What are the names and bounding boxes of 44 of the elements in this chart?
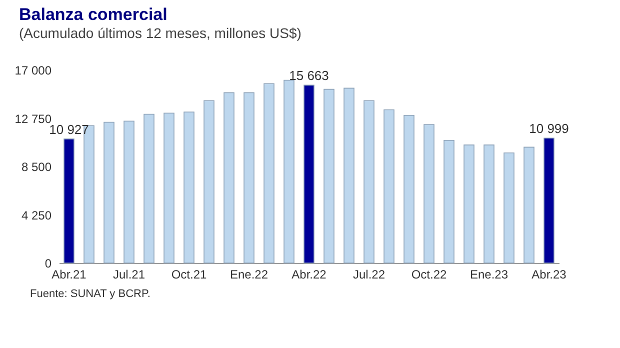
source-note: Fuente: SUNAT y BCRP. — [30, 288, 152, 300]
bar — [364, 100, 374, 264]
data-label: 10 999 — [529, 121, 569, 136]
data-label: 15 663 — [289, 68, 329, 84]
x-tick-label: Ene.22 — [230, 268, 268, 282]
x-tick-label: Ene.23 — [470, 268, 508, 282]
bar — [404, 115, 414, 264]
bar — [164, 112, 174, 264]
y-tick-label: 8 500 — [21, 160, 52, 174]
x-tick-label: Abr.21 — [52, 268, 87, 282]
y-tick-label: 17 000 — [14, 64, 52, 78]
bar — [524, 146, 534, 264]
bar — [244, 92, 254, 264]
y-tick-label: 0 — [44, 256, 52, 270]
bar — [144, 114, 154, 264]
bar — [104, 122, 114, 264]
bar — [544, 138, 554, 264]
x-tick-label: Jul.21 — [112, 268, 146, 282]
x-tick-label: Abr.23 — [532, 268, 567, 282]
bar — [464, 144, 474, 264]
bar — [484, 144, 494, 264]
x-tick-label: Abr.22 — [292, 268, 327, 282]
bar — [504, 152, 514, 264]
y-tick-label: 12 750 — [14, 112, 52, 126]
bar — [124, 120, 134, 264]
bar — [424, 124, 434, 264]
bar — [324, 88, 334, 264]
chart-title: Balanza comercial — [19, 5, 168, 24]
bar — [284, 80, 294, 264]
data-label: 10 927 — [49, 122, 89, 137]
bar — [344, 88, 354, 264]
chart-subtitle: (Acumulado últimos 12 meses, millones US$) — [19, 25, 302, 41]
bar — [444, 140, 454, 264]
bar — [184, 112, 194, 264]
x-tick-label: Jul.22 — [352, 268, 386, 282]
bar — [384, 109, 394, 264]
bar — [204, 100, 214, 264]
bar — [224, 92, 234, 264]
y-tick-label: 4 250 — [21, 208, 52, 222]
bar — [264, 83, 274, 264]
x-tick-label: Oct.21 — [171, 268, 207, 282]
bar — [304, 84, 314, 264]
bar — [64, 138, 74, 264]
x-tick-label: Oct.22 — [411, 268, 447, 282]
